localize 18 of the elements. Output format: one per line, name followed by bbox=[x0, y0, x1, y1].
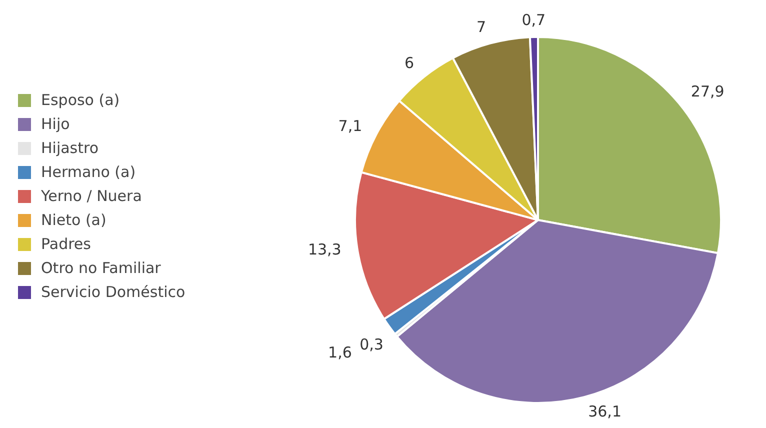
legend-label: Nieto (a) bbox=[41, 211, 106, 229]
legend-label: Hijastro bbox=[41, 139, 99, 157]
legend-label: Servicio Doméstico bbox=[41, 283, 186, 301]
data-label: 0,3 bbox=[360, 335, 384, 354]
legend-label: Hijo bbox=[41, 115, 70, 133]
data-label: 1,6 bbox=[328, 343, 352, 362]
data-label: 27,9 bbox=[690, 82, 724, 101]
data-label: 6 bbox=[404, 54, 414, 72]
data-label: 36,1 bbox=[588, 402, 622, 420]
legend-label: Padres bbox=[41, 235, 91, 253]
legend-label: Otro no Familiar bbox=[41, 259, 161, 277]
legend-label: Yerno / Nuera bbox=[41, 187, 142, 205]
data-label: 7,1 bbox=[338, 116, 362, 135]
data-label: 7 bbox=[476, 18, 486, 36]
legend-label: Hermano (a) bbox=[41, 163, 136, 181]
data-label: 0,7 bbox=[522, 10, 546, 29]
data-label: 13,3 bbox=[308, 240, 342, 258]
legend-label: Esposo (a) bbox=[41, 91, 120, 109]
